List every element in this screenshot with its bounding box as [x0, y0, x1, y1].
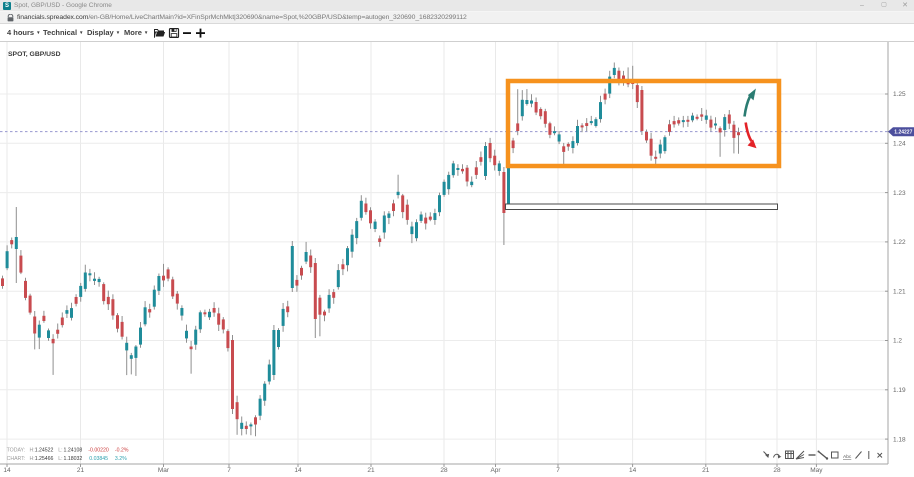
svg-text:21: 21 [77, 467, 85, 474]
svg-text:1.24: 1.24 [893, 141, 906, 148]
svg-text:Mar: Mar [158, 467, 170, 474]
svg-text:Apr: Apr [490, 467, 501, 474]
svg-text:14: 14 [294, 467, 302, 474]
svg-text:1.2: 1.2 [893, 338, 902, 345]
svg-text:May: May [810, 467, 823, 474]
svg-text:1.25: 1.25 [893, 91, 906, 98]
svg-text:14: 14 [629, 467, 637, 474]
svg-text:Abc: Abc [843, 454, 852, 460]
svg-text:14: 14 [3, 467, 11, 474]
svg-text:28: 28 [773, 467, 781, 474]
svg-text:21: 21 [702, 467, 710, 474]
svg-text:1.19: 1.19 [893, 387, 906, 394]
svg-text:21: 21 [367, 467, 375, 474]
svg-text:1.24227: 1.24227 [894, 130, 912, 136]
svg-text:1.23: 1.23 [893, 190, 906, 197]
svg-text:1.18: 1.18 [893, 436, 906, 443]
svg-text:28: 28 [440, 467, 448, 474]
svg-text:1.21: 1.21 [893, 288, 906, 295]
svg-text:7: 7 [556, 467, 560, 474]
svg-text:1.22: 1.22 [893, 239, 906, 246]
svg-text:7: 7 [227, 467, 231, 474]
